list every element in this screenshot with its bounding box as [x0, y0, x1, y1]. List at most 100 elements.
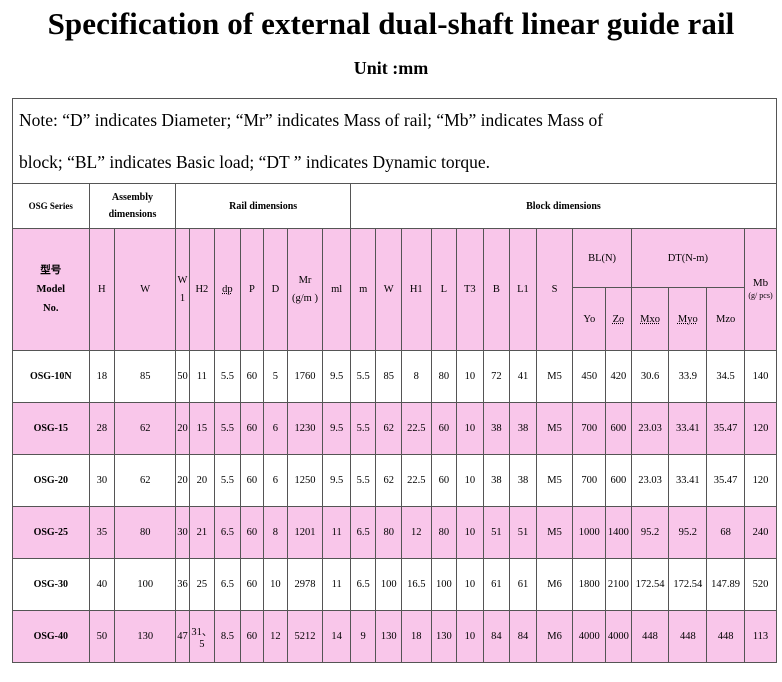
- table-cell: 1400: [605, 506, 632, 559]
- table-cell: 33.41: [668, 454, 708, 507]
- col-h: H: [88, 228, 116, 351]
- table-cell: M5: [535, 402, 574, 455]
- table-cell: 62: [114, 454, 177, 507]
- table-cell: 11: [322, 558, 351, 611]
- table-row: OSG-15 28 62 20 15 5.5 60 6 1230 9.5 5.5 62 22.5 60 10…: [12, 402, 777, 455]
- col-d: D: [263, 228, 288, 351]
- model-en: Model: [36, 284, 66, 295]
- table-cell: 35.47: [706, 454, 745, 507]
- table-cell: 8: [400, 350, 432, 403]
- table-cell: 240: [744, 506, 777, 559]
- model-cell: OSG-30: [12, 558, 90, 611]
- col-w1: W 1: [175, 228, 190, 351]
- table-cell: 62: [114, 402, 177, 455]
- col-t3: T3: [456, 228, 484, 351]
- table-cell: 1201: [286, 506, 324, 559]
- table-cell: 1230: [286, 402, 324, 455]
- col-w: W: [114, 228, 177, 351]
- table-cell: 80: [375, 506, 402, 559]
- table-row: OSG-20 30 62 20 20 5.5 60 6 1250 9.5 5.5 62 22.5 60 10…: [12, 454, 777, 507]
- model-cell: OSG-10N: [12, 350, 90, 403]
- table-cell: 35: [88, 506, 116, 559]
- table-cell: 38: [482, 454, 511, 507]
- col-h1: H1: [400, 228, 432, 351]
- model-cell: OSG-20: [12, 454, 90, 507]
- note-line-1: Note: “D” indicates Diameter; “Mr” indic…: [19, 110, 604, 130]
- table-cell: 60: [430, 454, 458, 507]
- table-cell: 600: [605, 402, 632, 455]
- table-cell: 16.5: [400, 558, 432, 611]
- col-mxo: Mxo: [630, 287, 670, 351]
- col-p: P: [239, 228, 265, 351]
- table-cell: 18: [400, 610, 432, 663]
- spec-table: Note: “D” indicates Diameter; “Mr” indic…: [12, 98, 778, 663]
- table-cell: 51: [482, 506, 511, 559]
- table-cell: 6.5: [214, 558, 241, 611]
- table-cell: 1760: [286, 350, 324, 403]
- block-header: Block dimensions: [349, 183, 778, 229]
- table-cell: 5: [263, 350, 288, 403]
- table-cell: 9: [349, 610, 377, 663]
- table-cell: 5212: [286, 610, 324, 663]
- table-cell: 5.5: [214, 454, 241, 507]
- col-l1: L1: [509, 228, 537, 351]
- table-cell: 2978: [286, 558, 324, 611]
- table-cell: 120: [744, 454, 777, 507]
- table-cell: 11: [322, 506, 351, 559]
- col-mr: Mr (g/m ): [286, 228, 324, 351]
- assembly-header: Assembly dimensions: [88, 183, 177, 229]
- table-cell: 85: [114, 350, 177, 403]
- table-cell: 450: [572, 350, 607, 403]
- table-cell: 8: [263, 506, 288, 559]
- table-cell: 36: [175, 558, 190, 611]
- table-cell: 10: [456, 454, 484, 507]
- table-cell: 6: [263, 402, 288, 455]
- table-cell: 80: [430, 506, 458, 559]
- table-cell: 60: [239, 506, 265, 559]
- table-cell: 9.5: [322, 350, 351, 403]
- table-cell: 95.2: [668, 506, 708, 559]
- table-cell: 10: [456, 402, 484, 455]
- table-cell: 5.5: [349, 454, 377, 507]
- table-cell: 30: [88, 454, 116, 507]
- table-cell: 448: [706, 610, 745, 663]
- table-cell: 25: [188, 558, 216, 611]
- table-cell: 172.54: [668, 558, 708, 611]
- table-cell: 68: [706, 506, 745, 559]
- table-cell: 700: [572, 454, 607, 507]
- col-b: B: [482, 228, 511, 351]
- col-dt: DT(N-m): [630, 228, 746, 288]
- table-cell: 50: [175, 350, 190, 403]
- table-cell: 14: [322, 610, 351, 663]
- col-m: m: [349, 228, 377, 351]
- table-row: OSG-25 35 80 30 21 6.5 60 8 1201 11 6.5 80 12 80 10 51 5…: [12, 506, 777, 559]
- table-cell: 100: [375, 558, 402, 611]
- table-cell: 100: [114, 558, 177, 611]
- table-cell: 22.5: [400, 402, 432, 455]
- table-row: OSG-40 50 130 47 31、5 8.5 60 12 5212 14 9 130 18 130 1…: [12, 610, 777, 663]
- note-cell: Note: “D” indicates Diameter; “Mr” indic…: [12, 98, 777, 184]
- table-cell: 2100: [605, 558, 632, 611]
- table-cell: M6: [535, 558, 574, 611]
- table-cell: 34.5: [706, 350, 745, 403]
- table-cell: 6.5: [214, 506, 241, 559]
- table-cell: 23.03: [630, 402, 670, 455]
- table-cell: 600: [605, 454, 632, 507]
- table-cell: 20: [175, 402, 190, 455]
- col-mb-label: Mb: [752, 276, 769, 289]
- col-dp: dp: [214, 228, 241, 351]
- unit-label: Unit :mm: [353, 58, 429, 78]
- table-row: OSG-10N 18 85 50 11 5.5 60 5 1760 9.5 5.5 85 8 80 10 72…: [12, 350, 777, 403]
- table-cell: 51: [509, 506, 537, 559]
- col-yo: Yo: [572, 287, 607, 351]
- table-cell: 4000: [605, 610, 632, 663]
- table-cell: 85: [375, 350, 402, 403]
- table-cell: 18: [88, 350, 116, 403]
- table-cell: 172.54: [630, 558, 670, 611]
- table-cell: 38: [482, 402, 511, 455]
- col-myo: Myo: [668, 287, 708, 351]
- table-cell: 30.6: [630, 350, 670, 403]
- table-cell: 28: [88, 402, 116, 455]
- table-cell: 4000: [572, 610, 607, 663]
- table-cell: 12: [263, 610, 288, 663]
